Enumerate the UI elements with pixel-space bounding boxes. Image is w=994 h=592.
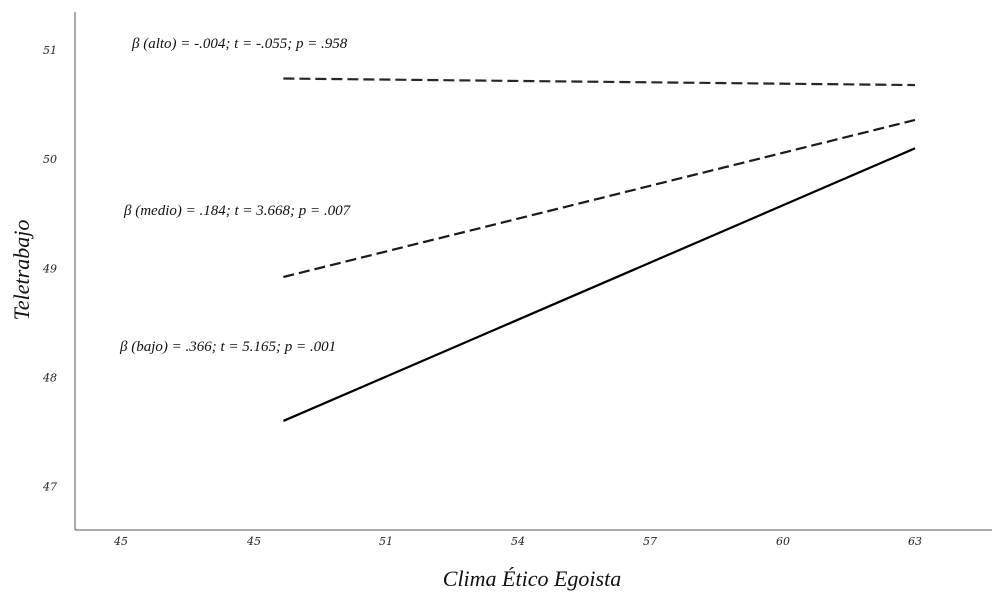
y-tick-label: 48 [42, 371, 57, 384]
x-tick-label: 45 [113, 535, 128, 548]
series-lines [282, 77, 916, 422]
series-annotation-alto: β (alto) = -.004; t = -.055; p = .958 [131, 36, 348, 52]
series-line-medio [283, 118, 916, 279]
x-tick-label: 57 [643, 535, 657, 548]
series-annotation-medio: β (medio) = .184; t = 3.668; p = .007 [123, 203, 352, 219]
x-tick-label: 63 [908, 535, 922, 548]
series-line-alto [283, 77, 916, 87]
x-tick-label: 54 [511, 535, 525, 548]
x-tick-label: 60 [776, 535, 790, 548]
series-line-bajo [282, 147, 916, 422]
x-tick-labels: 45 45 51 54 57 60 63 [113, 535, 922, 548]
series-annotations: β (alto) = -.004; t = -.055; p = .958 β (… [119, 36, 352, 355]
y-tick-label: 50 [43, 153, 57, 166]
series-annotation-bajo: β (bajo) = .366; t = 5.165; p = .001 [119, 339, 336, 355]
y-tick-label: 51 [43, 44, 57, 57]
x-tick-label: 45 [246, 535, 261, 548]
x-axis-title: Clima Ético Egoista [443, 566, 621, 591]
y-tick-labels: 47 48 49 50 51 [42, 44, 57, 493]
x-tick-label: 51 [379, 535, 393, 548]
y-axis-title: Teletrabajo [9, 220, 34, 321]
y-tick-label: 47 [42, 480, 57, 493]
y-tick-label: 49 [42, 262, 57, 275]
